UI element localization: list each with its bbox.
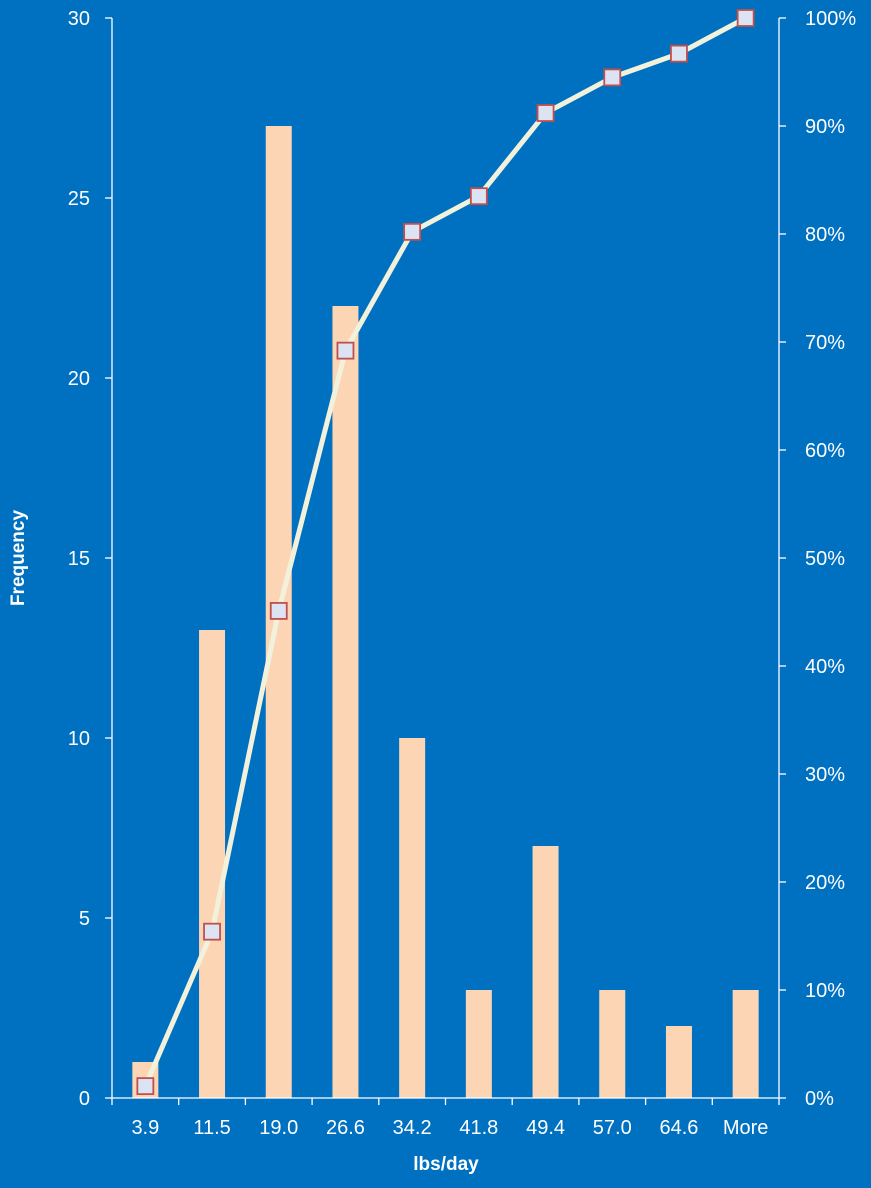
cumulative-marker-34.2 (403, 222, 422, 241)
cumulative-marker-41.8 (469, 187, 488, 206)
cumulative-marker-26.6 (336, 341, 355, 360)
y-tick-label: 10 (68, 728, 90, 750)
y-tick-label: 25 (68, 188, 90, 210)
bar-49.4 (532, 846, 559, 1098)
cumulative-marker-11.5 (203, 922, 221, 941)
y2-tick-label: 90% (805, 116, 845, 138)
x-tick-label: 64.6 (659, 1117, 698, 1139)
y-tick-label: 20 (68, 368, 90, 390)
bar-34.2 (399, 738, 426, 1098)
y2-tick-label: 30% (805, 764, 845, 786)
y2-tick-label: 100% (805, 8, 856, 30)
bar-64.6 (665, 1026, 692, 1098)
y2-tick-label: 0% (805, 1088, 834, 1110)
y-tick-label: 30 (68, 8, 90, 30)
x-tick-label: 57.0 (593, 1117, 632, 1139)
cumulative-marker-64.6 (670, 44, 688, 63)
x-tick-label: 49.4 (526, 1117, 565, 1139)
y2-tick-label: 50% (805, 548, 845, 570)
bar-26.6 (332, 306, 359, 1098)
y2-tick-label: 20% (805, 872, 845, 894)
bar-More (732, 990, 759, 1098)
cumulative-marker-19.0 (269, 602, 288, 620)
x-tick-label: 34.2 (393, 1117, 432, 1139)
bar-11.5 (199, 630, 226, 1098)
cumulative-marker-49.4 (536, 104, 555, 122)
y2-tick-label: 60% (805, 440, 845, 462)
y-tick-label: 0 (79, 1088, 90, 1110)
x-tick-label: 26.6 (326, 1117, 365, 1139)
x-tick-label: 3.9 (131, 1117, 159, 1139)
cumulative-marker-3.9 (136, 1077, 155, 1096)
x-axis-title: lbs/day (413, 1154, 479, 1175)
y2-tick-label: 40% (805, 656, 845, 678)
x-tick-label: 41.8 (459, 1117, 498, 1139)
bar-series (132, 126, 759, 1098)
cumulative-line (143, 15, 747, 1088)
x-tick-label: 11.5 (193, 1117, 230, 1139)
bar-57.0 (599, 990, 626, 1098)
cumulative-marker-More (736, 9, 755, 27)
bar-41.8 (465, 990, 492, 1098)
y2-tick-label: 80% (805, 224, 845, 246)
cumulative-marker-57.0 (603, 68, 622, 87)
axes (105, 17, 786, 1105)
y-tick-label: 5 (79, 908, 90, 930)
y2-tick-label: 10% (805, 980, 845, 1002)
y-tick-label: 15 (68, 548, 90, 570)
x-tick-label: 19.0 (259, 1117, 298, 1139)
x-tick-label: More (723, 1117, 769, 1139)
y-axis-title: Frequency (8, 510, 29, 607)
y2-tick-label: 70% (805, 332, 845, 354)
tick-labels: 0 5 10 15 20 25 30 0% 10% 20% 30% 40% 50% 60% 70% 80% 90… (68, 8, 857, 1139)
cumulative-line-series (136, 9, 755, 1096)
